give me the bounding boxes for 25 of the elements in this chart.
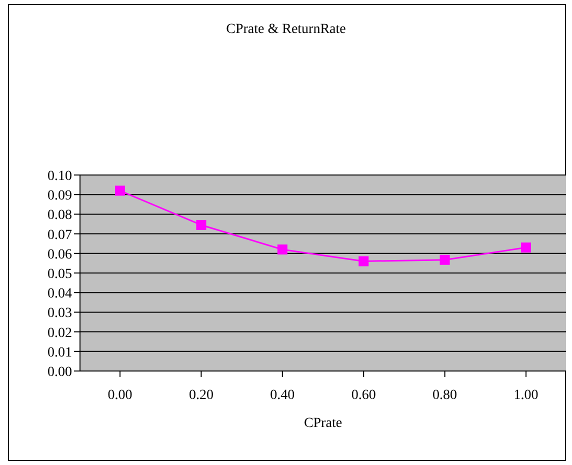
x-tick-label: 0.40 xyxy=(270,388,295,403)
point xyxy=(277,244,288,254)
x-tick-label: 1.00 xyxy=(514,388,538,403)
x-tick-label: 0.00 xyxy=(108,388,132,403)
y-tick-label: 0.08 xyxy=(48,208,72,224)
y-tick-label: 0.00 xyxy=(48,364,72,380)
y-tick-label: 0.09 xyxy=(48,188,72,204)
x-tick-label: 0.20 xyxy=(188,388,214,403)
y-tick-label: 0.06 xyxy=(48,247,72,262)
x-axis-title: CPrate xyxy=(304,416,342,431)
y-tick-label: 0.03 xyxy=(48,306,72,322)
x-tick-label: 0.60 xyxy=(351,388,376,403)
x-tick-label: 0.80 xyxy=(432,388,458,403)
y-tick-label: 0.01 xyxy=(48,345,72,360)
point xyxy=(521,242,531,253)
point xyxy=(358,256,369,266)
y-tick-label: 0.07 xyxy=(48,228,72,243)
point xyxy=(196,220,206,230)
y-tick-label: 0.10 xyxy=(48,168,72,184)
y-tick-label: 0.05 xyxy=(48,266,72,282)
point xyxy=(115,186,125,196)
point xyxy=(440,254,450,265)
y-tick-label: 0.02 xyxy=(48,326,72,341)
chart-title: CPrate & ReturnRate xyxy=(225,22,347,38)
y-tick-label: 0.04 xyxy=(48,286,72,302)
